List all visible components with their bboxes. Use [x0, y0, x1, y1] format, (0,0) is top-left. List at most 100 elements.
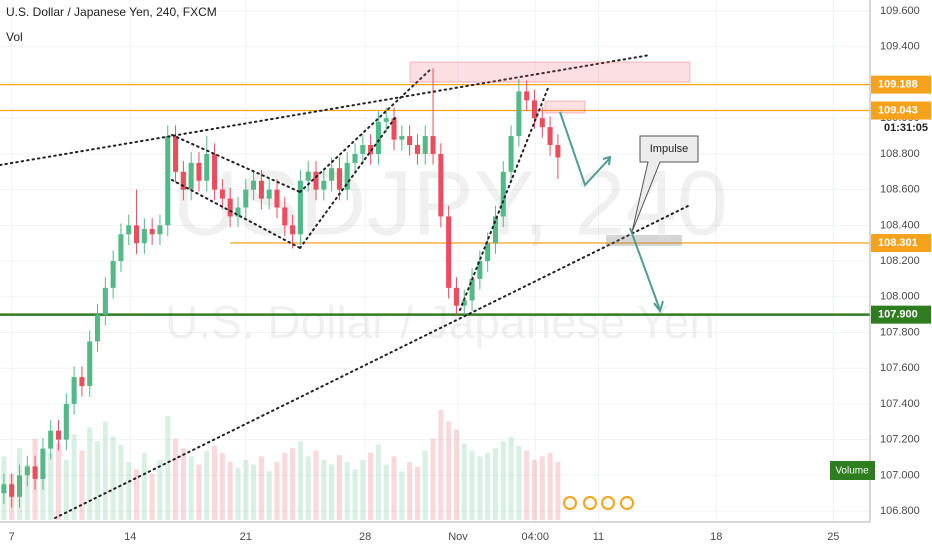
candle-body [290, 225, 296, 235]
candle-body [87, 341, 93, 387]
x-tick-label: 11 [593, 531, 604, 543]
candle-body [196, 162, 202, 181]
candle-body [485, 243, 491, 262]
candle-body [126, 225, 132, 235]
trendline [0, 54, 651, 166]
candle-body [165, 136, 171, 226]
candle-body [63, 403, 69, 440]
volume-bar [266, 471, 272, 520]
candle-body [539, 118, 545, 128]
volume-bar [485, 452, 491, 520]
chart-subtitle: Vol [6, 30, 23, 44]
volume-bar [173, 438, 179, 520]
volume-bar [453, 429, 459, 520]
volume-bar [407, 462, 413, 520]
y-tick-label: 107.400 [880, 398, 920, 410]
volume-bar [79, 450, 85, 520]
y-tick-label: 107.200 [880, 434, 920, 446]
projection-arrow [629, 227, 661, 311]
trendline [299, 67, 433, 193]
candle-body [282, 207, 288, 226]
callout-text: Impulse [650, 143, 689, 155]
level-label: 107.900 [878, 309, 918, 321]
candle-body [516, 91, 522, 137]
candle-body [251, 180, 257, 190]
volume-bar [547, 452, 553, 520]
chart-title: U.S. Dollar / Japanese Yen, 240, FXCM [6, 5, 217, 19]
candle-body [24, 466, 30, 476]
candle-body [227, 198, 233, 217]
volume-bar [212, 445, 218, 520]
volume-bar [391, 456, 397, 520]
volume-bar [71, 434, 77, 520]
volume-bar [321, 459, 327, 520]
zone [544, 100, 586, 114]
y-tick-label: 107.600 [880, 362, 920, 374]
volume-bar [165, 415, 171, 520]
candle-body [9, 484, 15, 497]
volume-bar [126, 462, 132, 520]
candle-body [134, 225, 140, 244]
arrow-head [602, 155, 612, 166]
callout [631, 135, 699, 233]
trendline [299, 117, 396, 249]
candle-body [157, 225, 163, 235]
y-tick-label: 108.400 [880, 219, 920, 231]
volume-bar [157, 459, 163, 520]
volume-bar [110, 436, 116, 520]
candle-body [71, 377, 77, 404]
candle-body [55, 430, 62, 440]
x-tick-label: 18 [710, 531, 722, 543]
candle-body [118, 234, 124, 262]
volume-bar [180, 448, 186, 520]
candle-body [219, 189, 225, 199]
volume-bar [55, 443, 62, 520]
zone [606, 235, 682, 246]
candle-body [16, 475, 23, 497]
watermark-subtitle: U.S. Dollar / Japanese Yen [165, 296, 715, 348]
volume-bar [336, 455, 342, 520]
volume-bar [24, 464, 30, 520]
volume-bar [118, 444, 124, 520]
volume-bar [282, 452, 288, 520]
volume-bar [508, 436, 514, 520]
candle-body [414, 145, 420, 154]
level-label: 109.043 [878, 104, 918, 116]
level-label: 109.188 [878, 79, 918, 91]
candle-body [368, 145, 374, 154]
volume-bar [446, 421, 452, 520]
volume-bar [329, 464, 335, 520]
candle-body [48, 430, 54, 449]
volume-bar [469, 450, 475, 520]
volume-bar [149, 473, 155, 520]
candle-body [173, 136, 179, 172]
candle-body [180, 171, 186, 190]
candle-body [547, 127, 553, 145]
y-tick-label: 108.600 [880, 184, 920, 196]
trendline [459, 87, 549, 311]
candle-body [110, 261, 116, 288]
volume-bar [430, 438, 436, 520]
candle-body [297, 180, 303, 235]
candle-body [531, 100, 538, 119]
volume-bar [344, 462, 350, 520]
candle-body [508, 136, 514, 172]
candles [1, 68, 561, 508]
candle-body [321, 180, 327, 190]
volume-bar [438, 410, 444, 520]
candle-body [524, 91, 530, 101]
x-tick-label: 21 [240, 531, 252, 543]
volume-bar [383, 464, 389, 520]
y-tick-label: 108.200 [880, 255, 920, 267]
candle-body [329, 168, 335, 181]
level-badge [871, 75, 931, 94]
candle-body [212, 153, 218, 190]
y-tick-label: 106.800 [880, 505, 920, 517]
countdown: 01:31:05 [884, 122, 928, 134]
volume-bar [188, 456, 194, 520]
candle-body [360, 145, 366, 154]
candle-body [274, 189, 280, 208]
volume-bar [235, 467, 241, 520]
